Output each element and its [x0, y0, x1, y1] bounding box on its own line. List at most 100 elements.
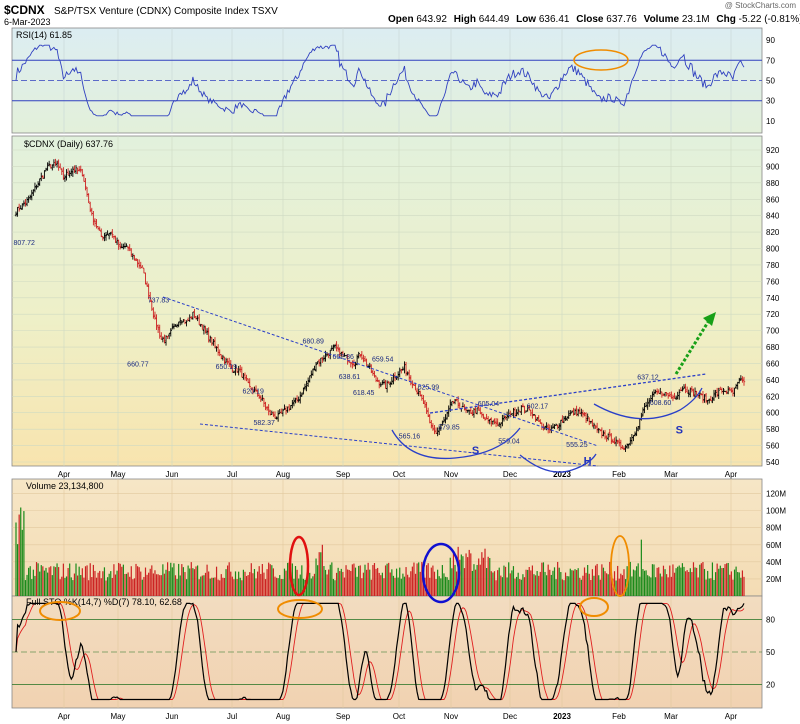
volume-bar — [402, 573, 404, 596]
volume-bar — [32, 569, 34, 596]
volume-bar — [234, 571, 237, 596]
price-tick-label: 620 — [766, 392, 780, 401]
volume-bar — [162, 564, 164, 596]
volume-bar — [485, 568, 488, 596]
x-tick-label-price: Apr — [725, 470, 738, 479]
volume-bar — [58, 567, 60, 596]
volume-bar — [92, 564, 94, 596]
volume-bar — [462, 556, 464, 596]
volume-bar — [125, 573, 128, 596]
volume-bar — [361, 578, 363, 596]
volume-bar — [727, 562, 729, 596]
price-tick-label: 900 — [766, 162, 780, 171]
volume-bar — [549, 569, 551, 596]
close-label: Close — [576, 14, 604, 25]
volume-bar — [596, 563, 598, 596]
volume-bar — [354, 567, 357, 596]
volume-bar — [710, 578, 712, 596]
volume-bar — [546, 575, 548, 596]
volume-bar — [599, 579, 601, 596]
volume-bar — [700, 563, 702, 596]
price-annotation: 620.19 — [242, 389, 264, 396]
volume-bar — [686, 570, 688, 596]
volume-bar — [743, 576, 745, 596]
volume-bar — [26, 574, 28, 596]
price-tick-label: 760 — [766, 277, 780, 286]
volume-bar — [738, 572, 740, 596]
volume-bar — [577, 568, 579, 596]
volume-bar — [106, 577, 109, 596]
watermark: @ StockCharts.com — [725, 1, 797, 10]
volume-bar — [35, 562, 38, 596]
rsi-label: RSI(14) 61.85 — [16, 30, 72, 40]
volume-bar — [713, 579, 715, 596]
volume-bar — [298, 578, 300, 596]
volume-spike-orange-circle — [610, 535, 630, 597]
volume-bar — [517, 572, 519, 596]
volume-bar — [528, 567, 530, 596]
price-tick-label: 840 — [766, 212, 780, 221]
low-label: Low — [516, 14, 536, 25]
volume-bar — [386, 563, 388, 596]
volume-bar — [427, 563, 429, 596]
volume-bar — [337, 567, 339, 596]
pattern-label: H — [584, 455, 592, 467]
volume-bar — [310, 578, 312, 596]
volume-bar — [67, 567, 69, 596]
price-tick-label: 800 — [766, 245, 780, 254]
volume-bar — [631, 576, 633, 596]
volume-bar — [430, 567, 432, 596]
volume-bar — [722, 567, 725, 596]
volume-bar — [582, 575, 584, 596]
volume-bar — [587, 564, 589, 596]
volume-bar — [566, 576, 568, 596]
volume-bar — [203, 575, 205, 596]
price-annotation: 662.86 — [332, 354, 354, 361]
volume-bar — [83, 577, 85, 596]
volume-bar — [323, 566, 325, 596]
volume-bar — [119, 563, 121, 596]
volume-bar — [362, 572, 365, 596]
x-tick-label-price: Sep — [336, 470, 351, 479]
volume-bar — [222, 577, 224, 596]
volume-bar — [527, 569, 529, 596]
volume-bar — [163, 573, 166, 596]
volume-bar — [70, 577, 72, 596]
volume-bar — [408, 577, 410, 596]
volume-bar — [192, 568, 194, 596]
volume-bar — [380, 575, 382, 596]
volume-bar — [184, 572, 186, 596]
stochastic-layer — [12, 602, 762, 701]
volume-bar — [80, 575, 82, 596]
volume-bar — [34, 575, 36, 596]
volume-bar — [506, 577, 508, 596]
volume-bar — [72, 580, 74, 596]
volume-bar — [615, 580, 617, 596]
x-tick-label-bottom: Sep — [336, 712, 351, 721]
x-tick-label-price: Apr — [58, 470, 71, 479]
volume-bar — [375, 568, 377, 596]
x-tick-label-bottom: Mar — [664, 712, 678, 721]
volume-bar — [642, 569, 644, 596]
volume-label: Volume 23,134,800 — [26, 481, 104, 491]
volume-bar — [681, 563, 684, 596]
volume-bar — [228, 562, 230, 596]
volume-bar — [255, 578, 257, 596]
volume-bar — [317, 565, 319, 596]
volume-bar — [653, 564, 655, 596]
volume-bar — [411, 566, 413, 596]
volume-bar — [84, 566, 87, 596]
volume-bar — [305, 579, 308, 596]
volume-bar — [154, 570, 156, 596]
price-annotation: 807.72 — [13, 240, 35, 247]
rsi-tick-label: 70 — [766, 56, 775, 65]
volume-bar — [135, 563, 137, 596]
volume-bar — [610, 576, 612, 596]
volume-bar — [576, 570, 578, 596]
volume-bar — [350, 570, 352, 596]
volume-bar — [519, 579, 521, 596]
volume-bar — [215, 566, 218, 596]
volume-bar — [629, 561, 631, 596]
volume-bar — [291, 563, 293, 596]
volume-bar — [667, 577, 669, 596]
